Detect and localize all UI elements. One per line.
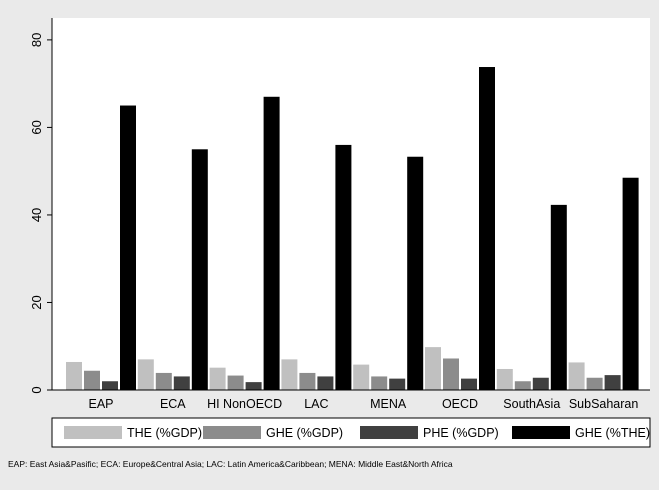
- x-tick-label: MENA: [370, 397, 407, 411]
- legend: THE (%GDP) GHE (%GDP) PHE (%GDP) GHE (%THE): [51, 417, 651, 448]
- bar-oecd-ghe-gdp: [443, 358, 459, 390]
- footnote: EAP: East Asia&Pasific; ECA: Europe&Cent…: [8, 459, 453, 469]
- x-tick-label: HI NonOECD: [207, 397, 282, 411]
- bar-subsaharan-ghe-the: [622, 177, 639, 390]
- bar-hi-nonoecd-ghe-the: [263, 96, 280, 390]
- x-tick-label: SubSaharan: [569, 397, 639, 411]
- bar-oecd-phe-gdp: [461, 378, 477, 390]
- bar-eca-ghe-the: [191, 149, 208, 390]
- bar-mena-phe-gdp: [389, 378, 406, 390]
- bar-oecd-ghe-the: [479, 67, 495, 390]
- bar-lac-phe-gdp: [317, 376, 334, 390]
- legend-label: THE (%GDP): [127, 426, 202, 440]
- legend-swatch: [203, 426, 261, 439]
- bar-mena-ghe-the: [407, 156, 424, 390]
- bar-southasia-phe-gdp: [532, 377, 549, 390]
- x-tick-label: EAP: [88, 397, 113, 411]
- bar-eap-ghe-the: [120, 105, 136, 390]
- legend-label: GHE (%GDP): [266, 426, 343, 440]
- bar-southasia-ghe-gdp: [514, 381, 531, 390]
- y-tick-label: 40: [29, 208, 44, 222]
- x-tick-label: OECD: [442, 397, 478, 411]
- x-tick-label: LAC: [304, 397, 328, 411]
- bar-eca-ghe-gdp: [155, 372, 172, 390]
- y-tick-label: 0: [29, 386, 44, 393]
- bar-lac-ghe-gdp: [299, 372, 316, 390]
- bar-subsaharan-phe-gdp: [604, 375, 621, 390]
- bar-eap-the-gdp: [66, 361, 82, 390]
- y-tick-label: 20: [29, 295, 44, 309]
- legend-label: PHE (%GDP): [423, 426, 499, 440]
- y-tick-label: 60: [29, 120, 44, 134]
- bar-oecd-the-gdp: [425, 347, 441, 390]
- bar-southasia-ghe-the: [550, 204, 567, 390]
- bar-eap-phe-gdp: [102, 381, 118, 390]
- y-tick-label: 80: [29, 33, 44, 47]
- bar-hi-nonoecd-ghe-gdp: [227, 375, 244, 390]
- bar-southasia-the-gdp: [496, 368, 513, 390]
- axes-layer: EAP ECA HI NonOECD LAC MENA OECD SouthAsia SubS…: [29, 18, 650, 411]
- bar-subsaharan-the-gdp: [568, 362, 585, 390]
- bars-layer: [66, 67, 639, 390]
- bar-subsaharan-ghe-gdp: [586, 377, 603, 390]
- bar-hi-nonoecd-the-gdp: [209, 367, 226, 390]
- legend-swatch: [360, 426, 418, 439]
- x-tick-label: SouthAsia: [503, 397, 560, 411]
- bar-eca-the-gdp: [137, 359, 154, 390]
- legend-label: GHE (%THE): [575, 426, 650, 440]
- bar-eca-phe-gdp: [173, 376, 190, 390]
- bar-lac-ghe-the: [335, 144, 352, 390]
- bar-mena-ghe-gdp: [371, 376, 388, 390]
- bar-hi-nonoecd-phe-gdp: [245, 382, 262, 390]
- bar-lac-the-gdp: [281, 359, 298, 390]
- bar-eap-ghe-gdp: [84, 370, 100, 390]
- bar-mena-the-gdp: [353, 364, 370, 390]
- x-tick-label: ECA: [160, 397, 186, 411]
- legend-swatch: [512, 426, 570, 439]
- legend-swatch: [64, 426, 122, 439]
